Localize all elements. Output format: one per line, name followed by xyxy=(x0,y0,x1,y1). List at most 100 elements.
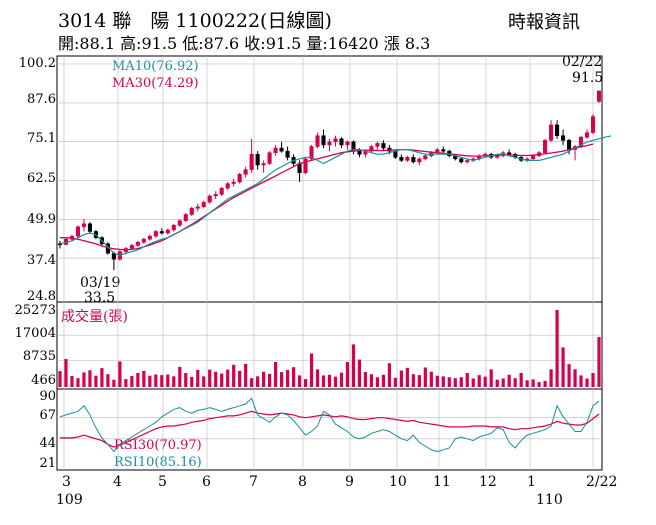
candle-body xyxy=(584,132,590,138)
candle-body xyxy=(381,143,386,149)
volume-bar xyxy=(262,371,266,387)
candle-body xyxy=(219,187,224,195)
candle-body xyxy=(267,152,272,164)
volume-bar xyxy=(375,377,380,387)
volume-bar xyxy=(483,376,487,387)
volume-bar xyxy=(100,368,104,387)
volume-bar xyxy=(363,372,368,387)
volume-bar xyxy=(232,364,236,387)
volume-bar xyxy=(64,358,68,387)
volume-bar xyxy=(166,374,170,387)
volume-bar xyxy=(549,369,553,387)
volume-bar xyxy=(447,377,451,387)
volume-bar xyxy=(190,376,194,387)
volume-bar xyxy=(70,376,74,387)
volume-bar xyxy=(148,375,152,387)
candle-body xyxy=(549,124,554,141)
volume-bar xyxy=(345,362,350,387)
ma30-legend: MA30(74.29) xyxy=(112,76,199,91)
price-ytick: 62.5 xyxy=(27,171,56,186)
candle-body xyxy=(417,158,422,163)
volume-bar xyxy=(435,375,439,387)
chart-title: 3014 聯 陽 1100222(日線圖) xyxy=(58,10,332,32)
chart-frame xyxy=(56,55,603,471)
volume-bar xyxy=(453,378,457,387)
volume-bar xyxy=(471,378,475,387)
candle-body xyxy=(207,195,212,203)
volume-bar xyxy=(202,376,206,387)
volume-bar xyxy=(285,369,290,387)
x-year-label: 109 xyxy=(56,492,83,508)
candle-body xyxy=(237,174,242,183)
candle-body xyxy=(411,157,416,163)
volume-bar xyxy=(279,372,284,387)
candle-body xyxy=(213,194,218,197)
candle-body xyxy=(81,223,87,228)
candle-body xyxy=(129,245,134,249)
volume-bar xyxy=(94,375,98,387)
candle-body xyxy=(189,208,194,215)
volume-bar xyxy=(160,375,164,387)
volume-bar xyxy=(423,367,427,387)
high-value-label: 91.5 xyxy=(572,70,604,86)
rsi-ytick: 21 xyxy=(39,456,56,471)
rsi10-legend: RSI10(85.16) xyxy=(114,455,202,470)
volume-bar xyxy=(417,375,421,387)
rsi-ytick: 67 xyxy=(39,408,56,423)
x-month-label: 2/22 xyxy=(586,474,618,490)
x-month-label: 8 xyxy=(298,474,307,490)
price-ytick: 87.6 xyxy=(27,92,56,107)
x-month-label: 5 xyxy=(158,474,167,490)
volume-bar xyxy=(369,374,374,387)
volume-bar xyxy=(178,366,182,387)
rsi-ytick: 44 xyxy=(39,436,56,451)
candle-body xyxy=(321,135,326,146)
volume-bar xyxy=(393,377,397,387)
high-date-label: 02/22 xyxy=(562,54,603,70)
candle-body xyxy=(531,155,536,160)
candle-body xyxy=(57,243,63,246)
volume-bar xyxy=(555,310,559,387)
volume-bar xyxy=(88,370,92,387)
price-ytick: 37.4 xyxy=(27,253,56,268)
volume-bar xyxy=(196,369,200,387)
rsi30-line xyxy=(60,410,600,448)
x-month-label: 1 xyxy=(527,474,536,490)
volume-bar xyxy=(579,375,583,387)
rsi10-line xyxy=(59,397,600,453)
candle-body xyxy=(333,138,338,143)
candle-body xyxy=(177,220,182,226)
rsi-ytick: 90 xyxy=(39,389,56,404)
price-ytick: 49.9 xyxy=(27,212,56,227)
candle-body xyxy=(441,149,446,152)
x-year-label: 110 xyxy=(536,492,563,508)
volume-bar xyxy=(309,353,314,387)
candle-body xyxy=(567,140,572,150)
volume-bar xyxy=(441,376,445,387)
volume-bar xyxy=(411,374,415,387)
volume-title: 成交量(張) xyxy=(61,309,128,325)
volume-bar xyxy=(82,372,86,387)
candle-body xyxy=(201,201,206,208)
candle-body xyxy=(561,135,566,141)
volume-ytick: 466 xyxy=(31,373,56,388)
volume-ytick: 25273 xyxy=(14,303,56,318)
ma10-legend: MA10(76.92) xyxy=(112,59,199,74)
x-month-label: 4 xyxy=(113,474,122,490)
volume-bar xyxy=(142,370,146,387)
ma30-line xyxy=(60,143,594,251)
volume-bar xyxy=(321,375,326,387)
volume-bar xyxy=(268,373,272,387)
volume-bar xyxy=(273,362,278,387)
volume-bar xyxy=(573,369,577,387)
price-ytick: 24.8 xyxy=(27,289,56,304)
volume-bar xyxy=(489,369,493,387)
volume-bar xyxy=(256,376,260,387)
volume-bar xyxy=(561,347,565,387)
volume-bar xyxy=(315,369,320,387)
x-month-label: 11 xyxy=(433,474,451,490)
volume-bar xyxy=(226,369,230,387)
rsi30-legend: RSI30(70.97) xyxy=(114,438,202,453)
candle-body xyxy=(255,153,260,166)
